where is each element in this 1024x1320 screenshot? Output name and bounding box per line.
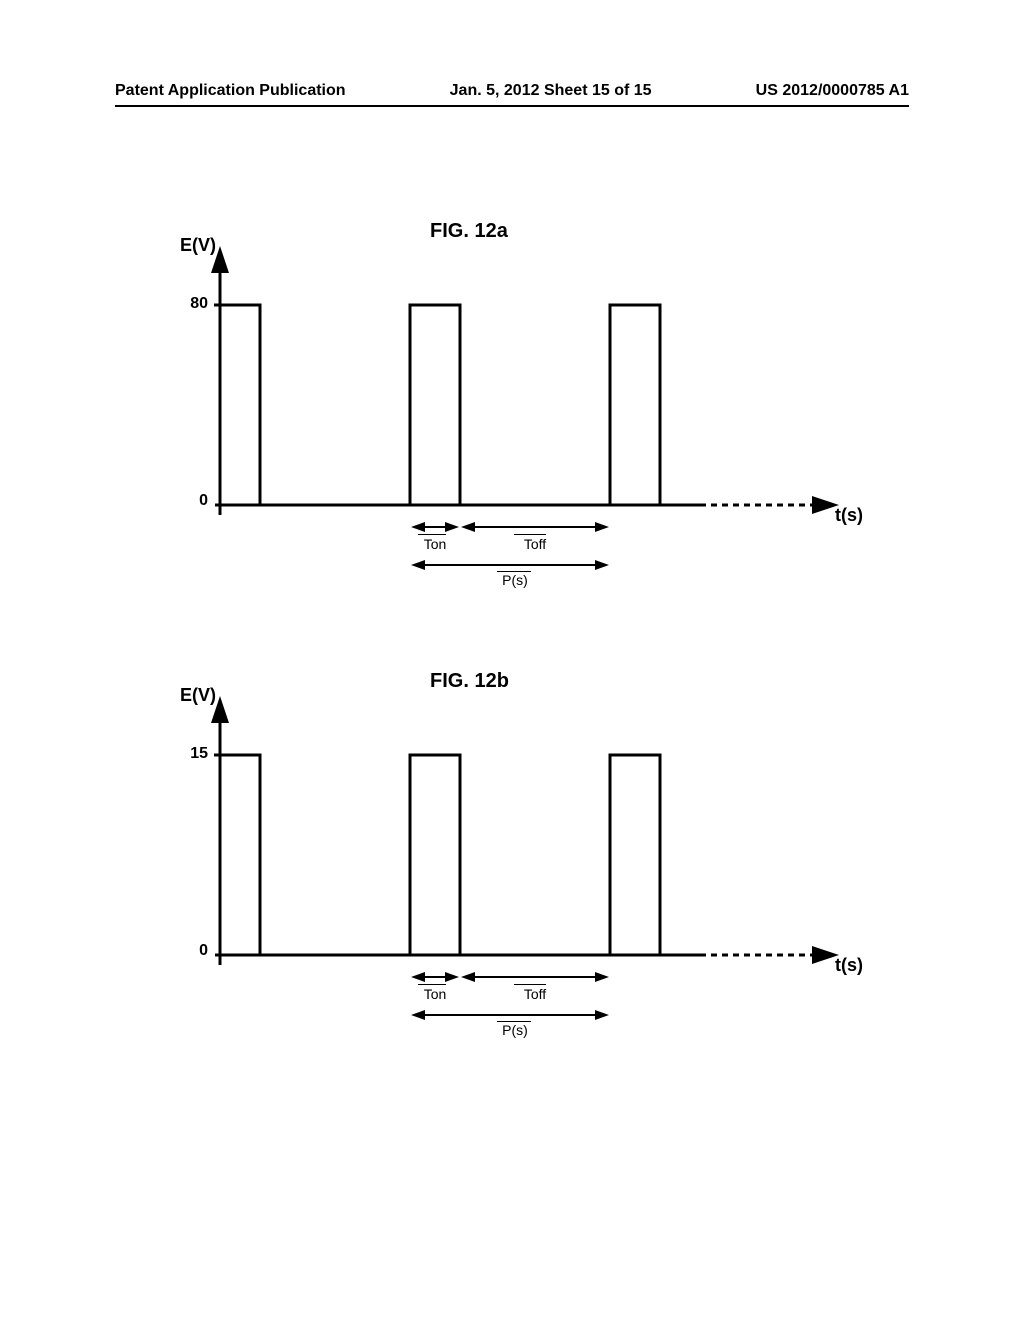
header-right: US 2012/0000785 A1 bbox=[756, 82, 909, 100]
x-axis-label-b: t(s) bbox=[835, 955, 895, 976]
ton-overline-a bbox=[418, 534, 446, 535]
header-divider bbox=[115, 105, 909, 107]
pulse-chart-b bbox=[170, 695, 850, 1075]
y-tick-zero-a: 0 bbox=[160, 492, 208, 510]
ton-label-a: Ton bbox=[415, 536, 455, 552]
figure-title-b: FIG. 12b bbox=[430, 670, 509, 693]
figure-12a: FIG. 12a E(V) 80 0 t(s) bbox=[170, 220, 870, 620]
pulse-chart-a bbox=[170, 245, 850, 625]
figure-title-a: FIG. 12a bbox=[430, 220, 508, 243]
y-tick-zero-b: 0 bbox=[160, 942, 208, 960]
x-axis-label-a: t(s) bbox=[835, 505, 895, 526]
ton-overline-b bbox=[418, 984, 446, 985]
toff-label-a: Toff bbox=[510, 536, 560, 552]
header-left: Patent Application Publication bbox=[115, 82, 346, 100]
ton-label-b: Ton bbox=[415, 986, 455, 1002]
header-center: Jan. 5, 2012 Sheet 15 of 15 bbox=[450, 82, 652, 100]
y-tick-max-a: 80 bbox=[160, 295, 208, 313]
figure-12b: FIG. 12b E(V) 15 0 t(s) bbox=[170, 670, 870, 1070]
period-overline-b bbox=[497, 1021, 531, 1022]
toff-label-b: Toff bbox=[510, 986, 560, 1002]
period-label-a: P(s) bbox=[490, 572, 540, 588]
page-header: Patent Application Publication Jan. 5, 2… bbox=[0, 82, 1024, 100]
period-overline-a bbox=[497, 571, 531, 572]
toff-overline-b bbox=[514, 984, 546, 985]
y-tick-max-b: 15 bbox=[160, 745, 208, 763]
period-label-b: P(s) bbox=[490, 1022, 540, 1038]
toff-overline-a bbox=[514, 534, 546, 535]
